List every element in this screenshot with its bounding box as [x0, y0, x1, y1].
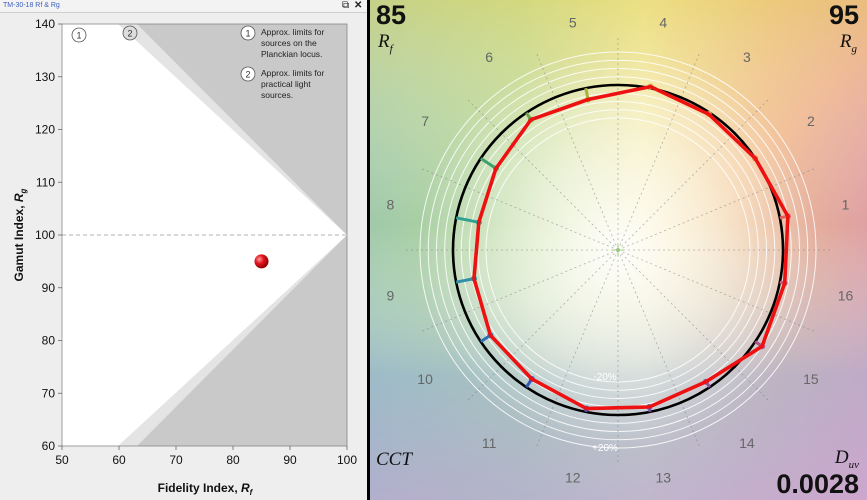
x-tick-label: 100 [337, 453, 357, 467]
hue-bin-label: 4 [659, 14, 667, 30]
reference-circle [451, 83, 785, 417]
bin-divider [467, 249, 619, 401]
limit-marker-2: 2 [122, 25, 138, 41]
bin-divider [467, 99, 619, 251]
data-point [254, 254, 269, 269]
bin-divider [617, 249, 769, 401]
hue-bin-label: 15 [803, 371, 819, 387]
scale-ring [444, 76, 792, 424]
bin-divider [617, 99, 769, 251]
y-tick-label: 100 [35, 228, 55, 242]
y-tick-label: 140 [35, 17, 55, 31]
y-tick-label: 110 [36, 175, 55, 189]
hue-bin-label: 11 [482, 435, 497, 451]
restore-window-icon[interactable]: ⧉ [342, 0, 350, 11]
limit-marker-1: 1 [71, 27, 87, 43]
rf-value: 85 [376, 0, 407, 30]
annotation-2-text: Approx. limits for practical light sources… [261, 68, 324, 100]
color-shift-arrow [455, 216, 480, 224]
bin-divider [617, 168, 815, 251]
x-tick-label: 70 [169, 453, 183, 467]
hue-bin-label: 16 [838, 287, 854, 303]
hue-bin-label: 8 [387, 197, 395, 213]
y-tick-label: 60 [42, 439, 56, 453]
svg-text:2: 2 [245, 70, 250, 80]
svg-text:1: 1 [245, 29, 250, 39]
center-crosshair [612, 244, 624, 256]
hue-bin-label: 14 [739, 435, 755, 451]
hue-bin-label: 1 [842, 197, 850, 213]
rg-value: 95 [828, 0, 859, 30]
x-tick-label: 80 [226, 453, 240, 467]
color-vector-panel: 1 2 3 4 5 6 7 8 9 10 11 12 13 14 15 16 -20% +20% 85 Rf … [370, 0, 867, 500]
x-tick-label: 90 [283, 453, 297, 467]
scale-ring [419, 51, 817, 449]
hue-bin-label: 12 [565, 470, 581, 486]
y-tick-label: 90 [42, 281, 56, 295]
svg-text:1: 1 [76, 31, 81, 41]
hue-bin-label: 2 [807, 113, 815, 129]
x-tick-label: 60 [112, 453, 126, 467]
ring-label-minus20: -20% [593, 372, 616, 383]
y-tick-label: 120 [35, 123, 55, 137]
hue-bin-label: 13 [655, 470, 671, 486]
svg-text:2: 2 [127, 29, 132, 39]
y-tick-label: 70 [42, 386, 56, 400]
y-tick-label: 130 [35, 70, 55, 84]
bin-divider [617, 53, 700, 251]
hue-bin-label: 3 [743, 49, 751, 65]
bin-divider [421, 168, 619, 251]
hue-bin-label: 6 [485, 49, 493, 65]
bin-divider [617, 249, 700, 447]
ring-label-plus20: +20% [592, 443, 618, 454]
x-axis-label: Fidelity Index, Rf [158, 481, 254, 497]
x-tick-label: 50 [55, 453, 69, 467]
window-title: TM-30-18 Rf & Rg [3, 2, 60, 9]
y-axis-label: Gamut Index, Rg [12, 188, 28, 281]
bin-divider [617, 249, 815, 332]
hue-bin-label: 7 [421, 113, 429, 129]
bin-divider [536, 53, 619, 251]
duv-value: 0.0028 [776, 469, 859, 499]
annotation-2: 2 Approx. limits for practical light sourc… [240, 66, 324, 100]
annotation-1: 1 Approx. limits for sources on the Planck… [240, 25, 324, 59]
close-icon[interactable]: ✕ [354, 0, 363, 11]
gamut-fidelity-panel: 50 60 70 80 90 100 60 70 80 90 100 110 120 130 140 1 2… [0, 0, 367, 500]
bin-divider [536, 249, 619, 447]
window-titlebar: TM-30-18 Rf & Rg ⧉ ✕ [0, 0, 367, 13]
y-tick-label: 80 [42, 334, 56, 348]
color-shift-arrow [455, 277, 475, 284]
scale-ring [469, 101, 767, 399]
rf-label: Rf [378, 31, 393, 55]
hue-bin-label: 5 [569, 14, 577, 30]
rg-label: Rg [839, 31, 857, 55]
scale-ring [427, 59, 809, 441]
annotation-1-text: Approx. limits for sources on the Planckia… [261, 27, 324, 59]
hue-bin-label: 10 [417, 371, 433, 387]
test-source-polygon [472, 84, 790, 411]
bin-divider [421, 249, 619, 332]
hue-bin-label: 9 [387, 287, 395, 303]
duv-label: Duv [834, 447, 859, 471]
cct-label: CCT [376, 449, 412, 470]
color-shift-arrow [479, 157, 497, 170]
